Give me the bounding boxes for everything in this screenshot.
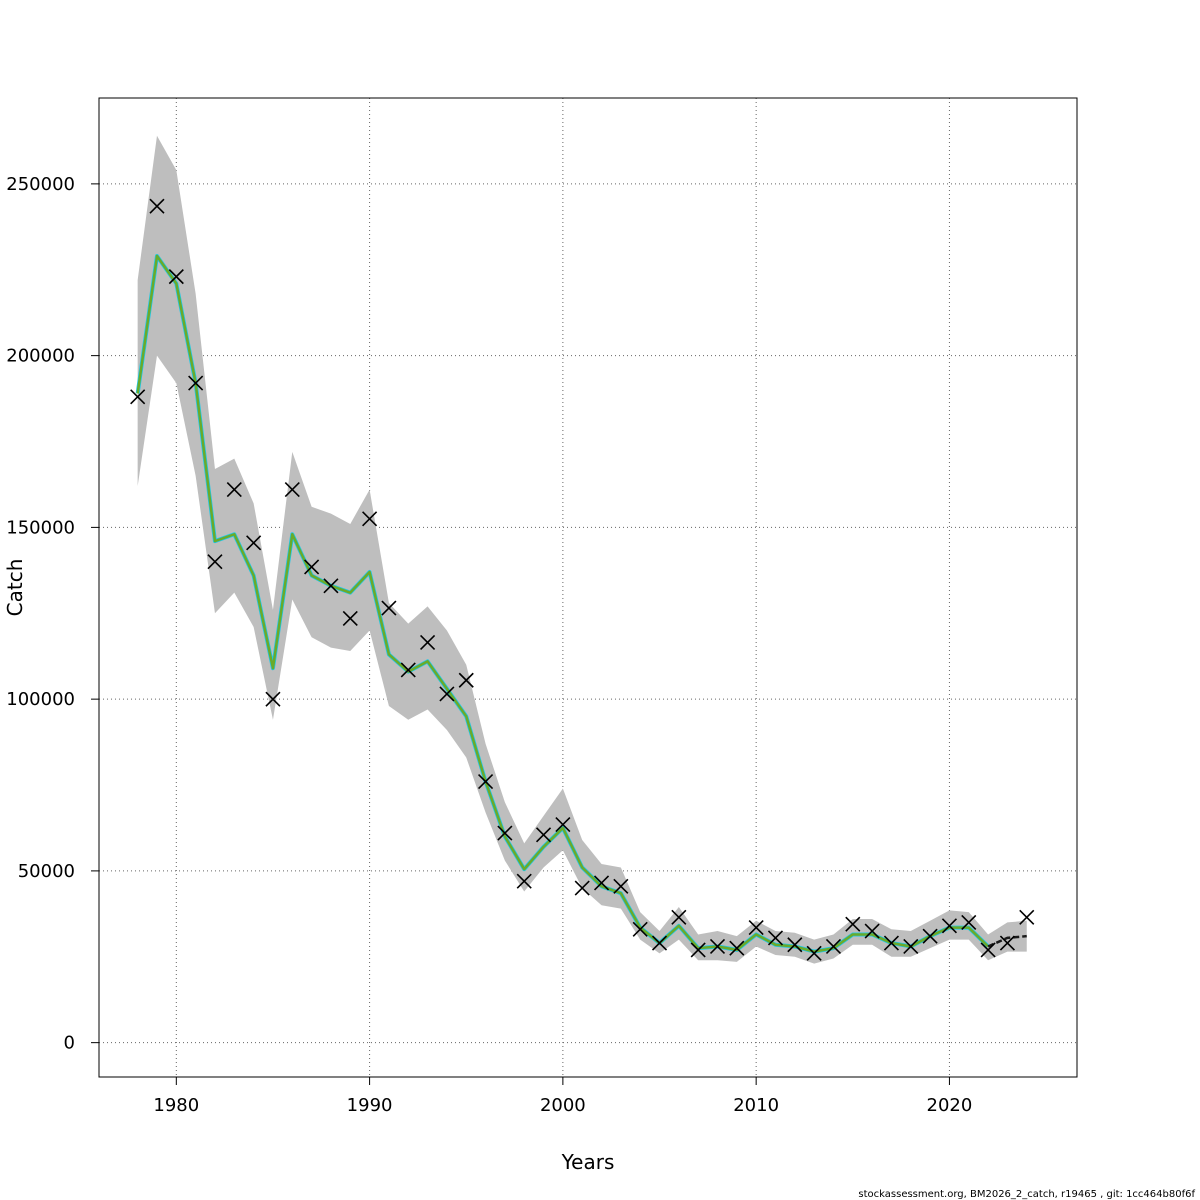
observed-point xyxy=(883,935,900,951)
observed-point xyxy=(1019,909,1035,925)
observed-point xyxy=(845,916,861,932)
observed-point xyxy=(825,938,842,955)
observed-point xyxy=(999,935,1015,951)
footer-credit: stockassessment.org, BM2026_2_catch, r19… xyxy=(858,1189,1195,1200)
observed-point xyxy=(362,511,378,527)
observed-point xyxy=(651,935,668,951)
y-tick-label: 150000 xyxy=(6,517,75,538)
observed-point xyxy=(516,873,532,889)
observed-points xyxy=(130,198,1035,961)
observed-point xyxy=(980,942,996,958)
x-axis-title: Years xyxy=(561,1150,615,1174)
observed-point xyxy=(381,600,397,616)
observed-point xyxy=(207,554,223,570)
observed-point xyxy=(941,918,958,934)
y-tick-label: 250000 xyxy=(6,174,75,195)
confidence-band xyxy=(137,135,1027,964)
x-tick-label: 1980 xyxy=(153,1095,199,1116)
observed-point xyxy=(806,945,822,961)
y-tick-label: 100000 xyxy=(6,689,75,710)
observed-point xyxy=(323,578,339,594)
observed-point xyxy=(903,938,919,955)
y-axis: 0 50000 100000 150000 200000 250000 xyxy=(6,174,99,1054)
confidence-band-area xyxy=(137,135,1027,964)
y-tick-label: 0 xyxy=(64,1033,75,1054)
observed-point xyxy=(613,878,629,894)
observed-point xyxy=(709,938,726,955)
observed-point xyxy=(767,930,784,946)
observed-point xyxy=(864,923,880,939)
observed-point xyxy=(497,825,513,841)
observed-point xyxy=(304,559,320,575)
observed-point xyxy=(748,920,764,936)
series-lines xyxy=(135,254,1027,954)
observed-point xyxy=(226,482,242,498)
observed-point xyxy=(188,375,204,391)
observed-point xyxy=(690,942,706,958)
observed-point xyxy=(284,482,300,498)
observed-point xyxy=(168,269,184,285)
observed-point xyxy=(671,909,687,925)
forecast-line xyxy=(987,934,1027,948)
observed-point xyxy=(555,816,571,833)
observed-point xyxy=(961,914,977,930)
observed-point xyxy=(922,928,938,944)
observed-point xyxy=(130,389,146,405)
observed-point xyxy=(246,535,262,551)
observed-point xyxy=(420,634,436,651)
y-tick-label: 50000 xyxy=(18,861,75,882)
y-axis-title: Catch xyxy=(3,559,27,617)
observed-point xyxy=(458,672,474,688)
x-tick-label: 1990 xyxy=(347,1095,393,1116)
observed-point xyxy=(439,686,455,702)
observed-point xyxy=(342,610,358,626)
observed-point xyxy=(535,827,552,843)
observed-point xyxy=(400,662,416,678)
observed-point xyxy=(574,880,590,896)
observed-point xyxy=(477,774,494,790)
observed-point xyxy=(729,940,745,956)
x-tick-label: 2020 xyxy=(927,1095,973,1116)
observed-point xyxy=(149,198,165,214)
x-tick-label: 2010 xyxy=(733,1095,779,1116)
observed-point xyxy=(787,937,803,953)
x-tick-label: 2000 xyxy=(540,1095,586,1116)
y-tick-label: 200000 xyxy=(6,346,75,367)
observed-point xyxy=(632,921,648,937)
observed-point xyxy=(265,691,281,707)
plot-frame xyxy=(98,97,1078,1078)
observed-point xyxy=(593,875,610,891)
x-axis: 1980 1990 2000 2010 2020 xyxy=(153,1077,972,1116)
fit-line xyxy=(136,254,989,953)
